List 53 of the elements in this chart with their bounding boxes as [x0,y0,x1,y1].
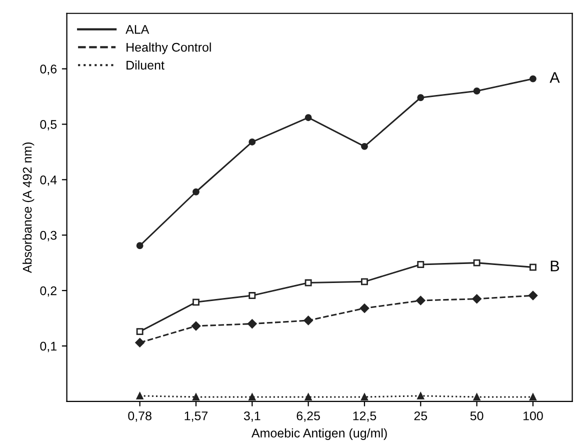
x-tick-label: 3,1 [244,411,260,422]
y-tick-label: 0,2 [40,286,56,297]
x-tick-label: 12,5 [353,411,376,422]
x-axis-title: Amoebic Antigen (ug/ml) [251,428,387,440]
point [417,94,424,102]
point [135,338,144,348]
point [530,393,536,400]
x-tick-label: 6,25 [296,411,320,422]
point [136,328,144,336]
y-axis-title: Absorbance (A 492 nm) [22,142,34,274]
point [473,88,480,94]
annotation: A [550,72,560,83]
point [528,290,538,300]
x-tick-label: 50 [470,411,484,420]
y-tick-label: 0,5 [40,120,57,130]
point [304,114,312,122]
point [416,296,426,306]
point [248,138,256,146]
x-tick-label: 25 [414,411,428,420]
point [360,304,370,313]
point [304,316,313,326]
y-tick-label: 0,6 [40,64,57,75]
point [361,278,368,286]
point [304,279,312,286]
point [472,294,482,304]
point [191,321,201,331]
point [192,298,200,306]
legend-label: Healthy Control [126,42,211,54]
point [192,393,200,400]
y-tick-label: 0,3 [40,230,57,242]
legend-label: ALA [126,25,150,34]
point [530,75,536,82]
point [417,392,424,400]
point [248,393,256,400]
y-tick-label: 0,4 [40,175,57,186]
point [136,392,144,400]
legend-label: Diluent [126,60,164,70]
point [136,242,144,250]
point [361,142,368,150]
point [417,261,424,268]
point [248,292,256,299]
y-tick-label: 0,1 [40,342,56,352]
point [248,319,257,328]
point [473,393,480,400]
point [304,393,312,400]
annotation: B [550,260,560,272]
x-tick-label: 1,57 [184,412,208,422]
x-tick-label: 0,78 [128,411,152,422]
point [530,264,536,271]
point [361,393,368,400]
point [192,188,200,196]
point [473,259,480,266]
x-tick-label: 100 [523,411,543,420]
